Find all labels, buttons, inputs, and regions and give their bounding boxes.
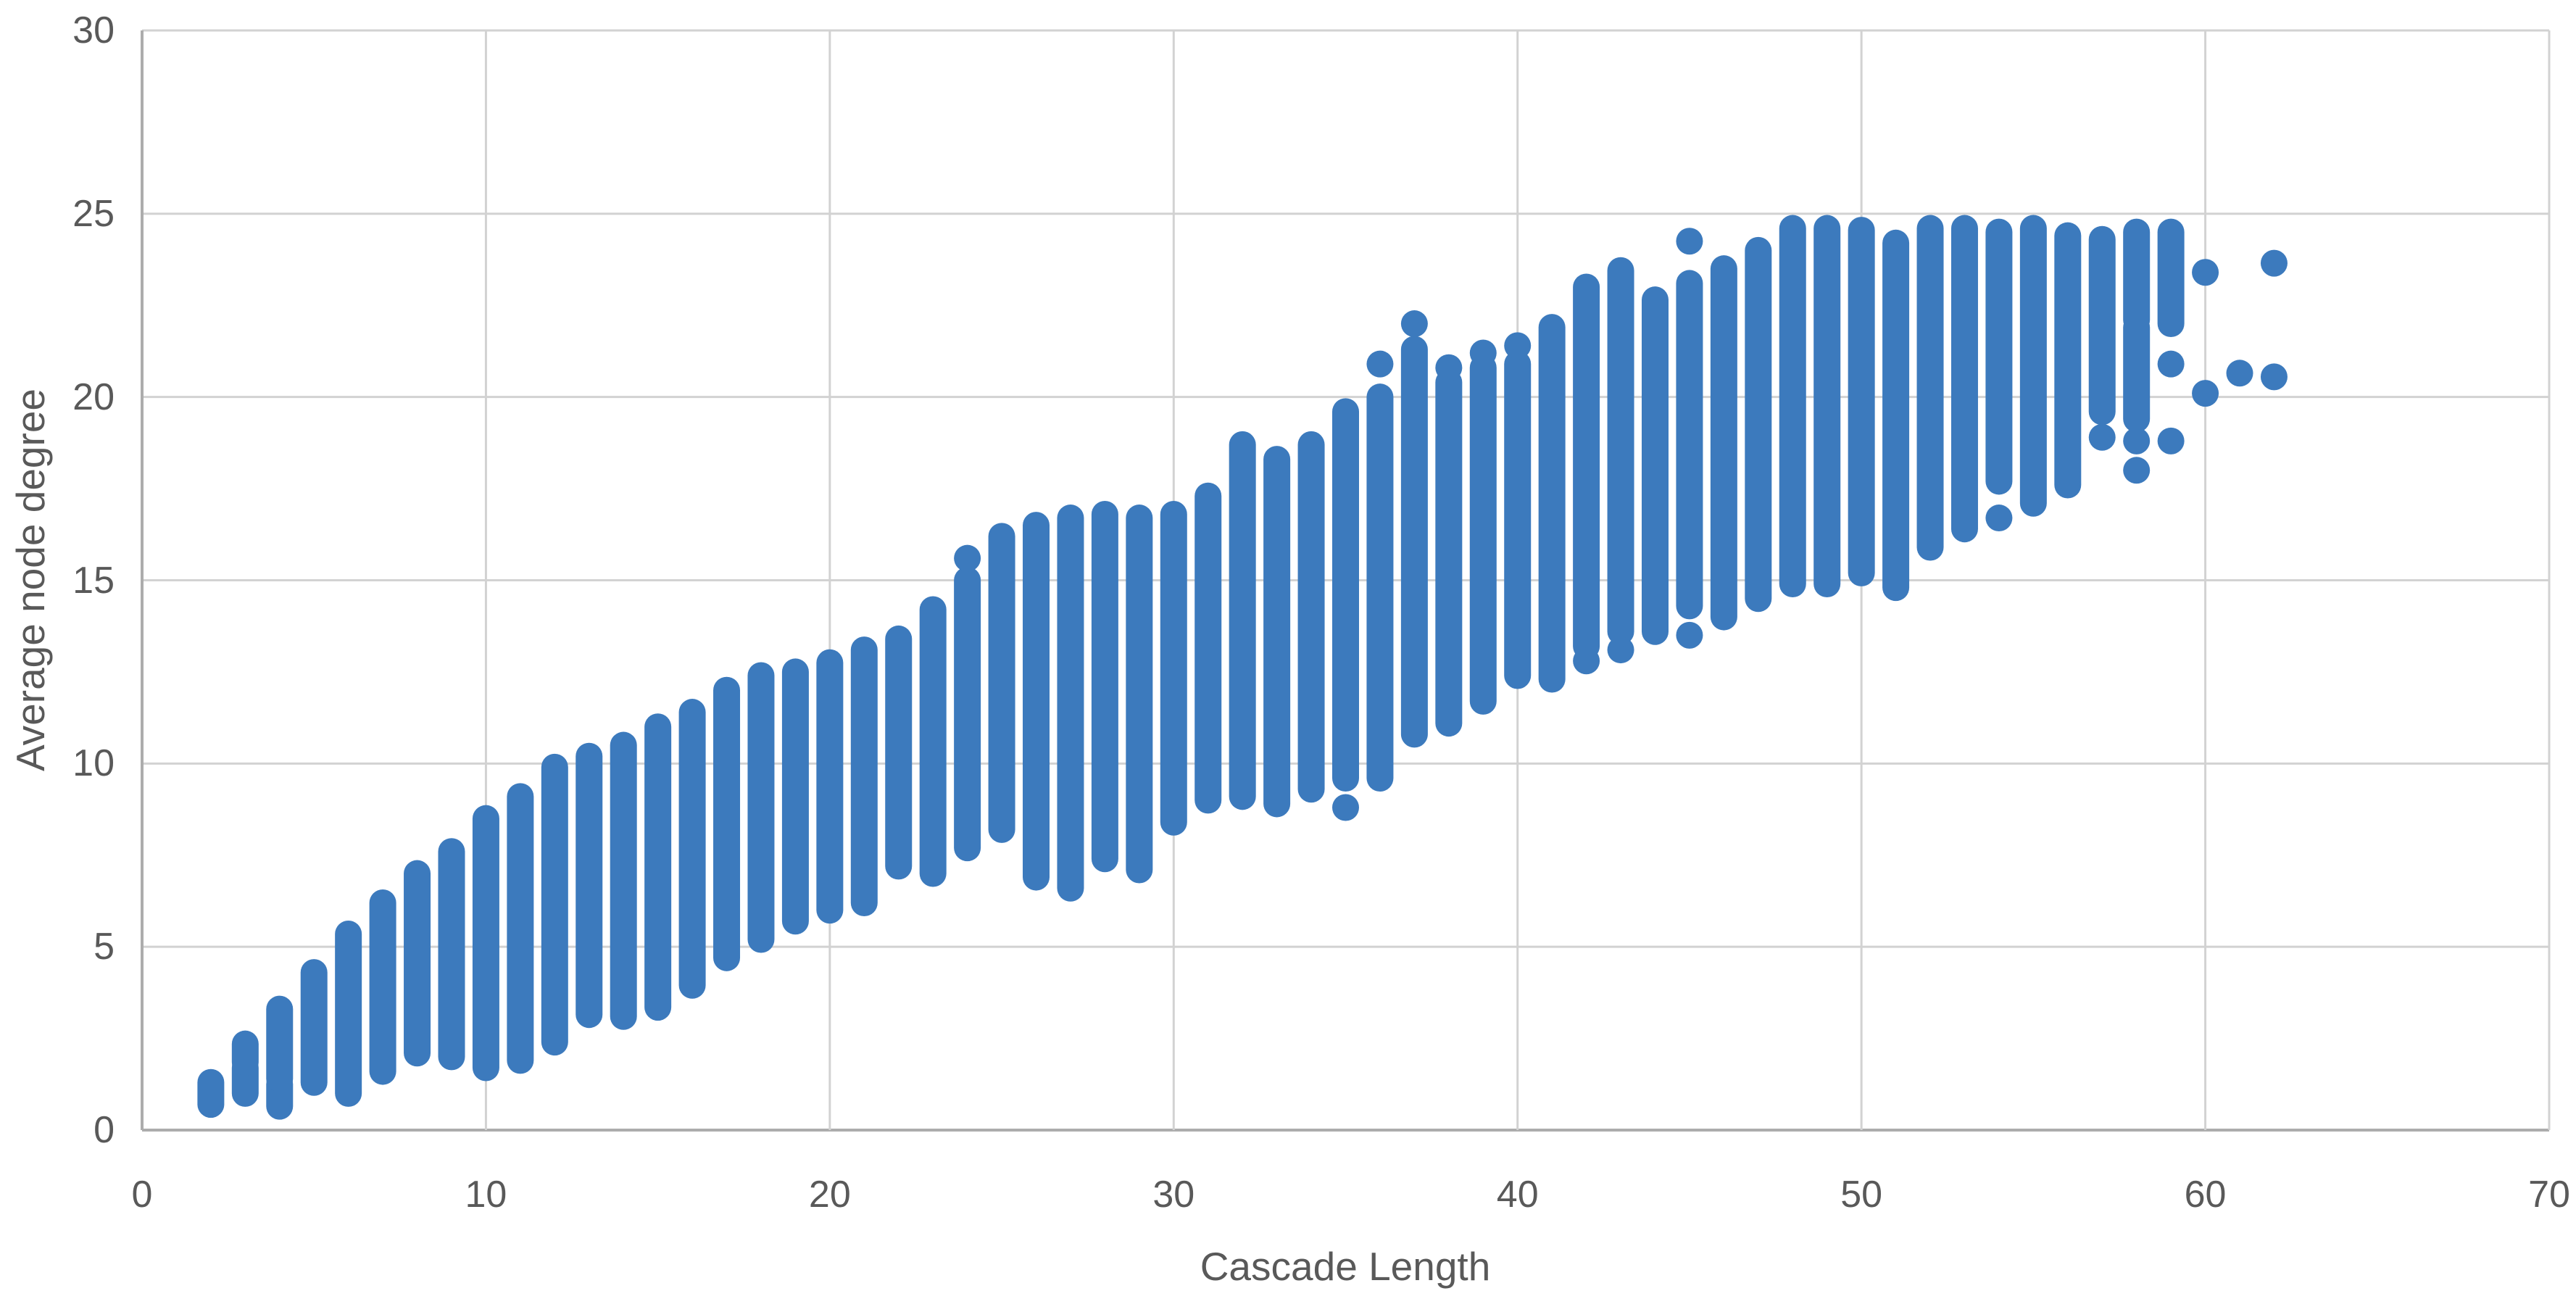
scatter-point (1504, 332, 1532, 360)
x-tick-label: 20 (808, 1174, 851, 1216)
scatter-point (1985, 505, 2013, 532)
x-tick-label: 70 (2528, 1174, 2570, 1216)
scatter-point (1435, 354, 1463, 381)
scatter-point (2123, 457, 2151, 484)
scatter-point (2192, 380, 2219, 407)
y-tick-label: 15 (72, 559, 115, 602)
scatter-point (1573, 647, 1600, 675)
scatter-point (1676, 228, 1703, 255)
x-tick-label: 30 (1152, 1174, 1195, 1216)
scatter-point (2260, 249, 2288, 277)
y-axis-title: Average node degree (8, 388, 53, 772)
y-tick-label: 25 (72, 192, 115, 235)
x-tick-label: 0 (131, 1174, 153, 1216)
x-tick-label: 50 (1840, 1174, 1883, 1216)
scatter-point (2260, 363, 2288, 391)
y-tick-label: 5 (94, 926, 115, 968)
x-axis-title: Cascade Length (1200, 1244, 1491, 1289)
scatter-point (954, 544, 981, 572)
scatter-point (2088, 423, 2116, 451)
x-tick-label: 40 (1496, 1174, 1539, 1216)
y-tick-label: 30 (72, 9, 115, 51)
scatter-point (2192, 259, 2219, 286)
y-tick-label: 20 (72, 375, 115, 418)
scatter-point (1607, 636, 1634, 664)
scatter-point (2157, 427, 2185, 454)
scatter-point (1400, 310, 1428, 338)
x-tick-label: 60 (2184, 1174, 2227, 1216)
scatter-point (2226, 360, 2253, 387)
scatter-point (2123, 427, 2151, 454)
scatter-point (1676, 621, 1703, 649)
scatter-point (1469, 339, 1497, 367)
x-tick-label: 10 (465, 1174, 507, 1216)
y-tick-label: 0 (94, 1109, 115, 1151)
scatter-point (1332, 794, 1359, 821)
y-tick-label: 10 (72, 742, 115, 785)
scatter-point (2157, 350, 2185, 378)
scatter-point (1366, 350, 1394, 378)
